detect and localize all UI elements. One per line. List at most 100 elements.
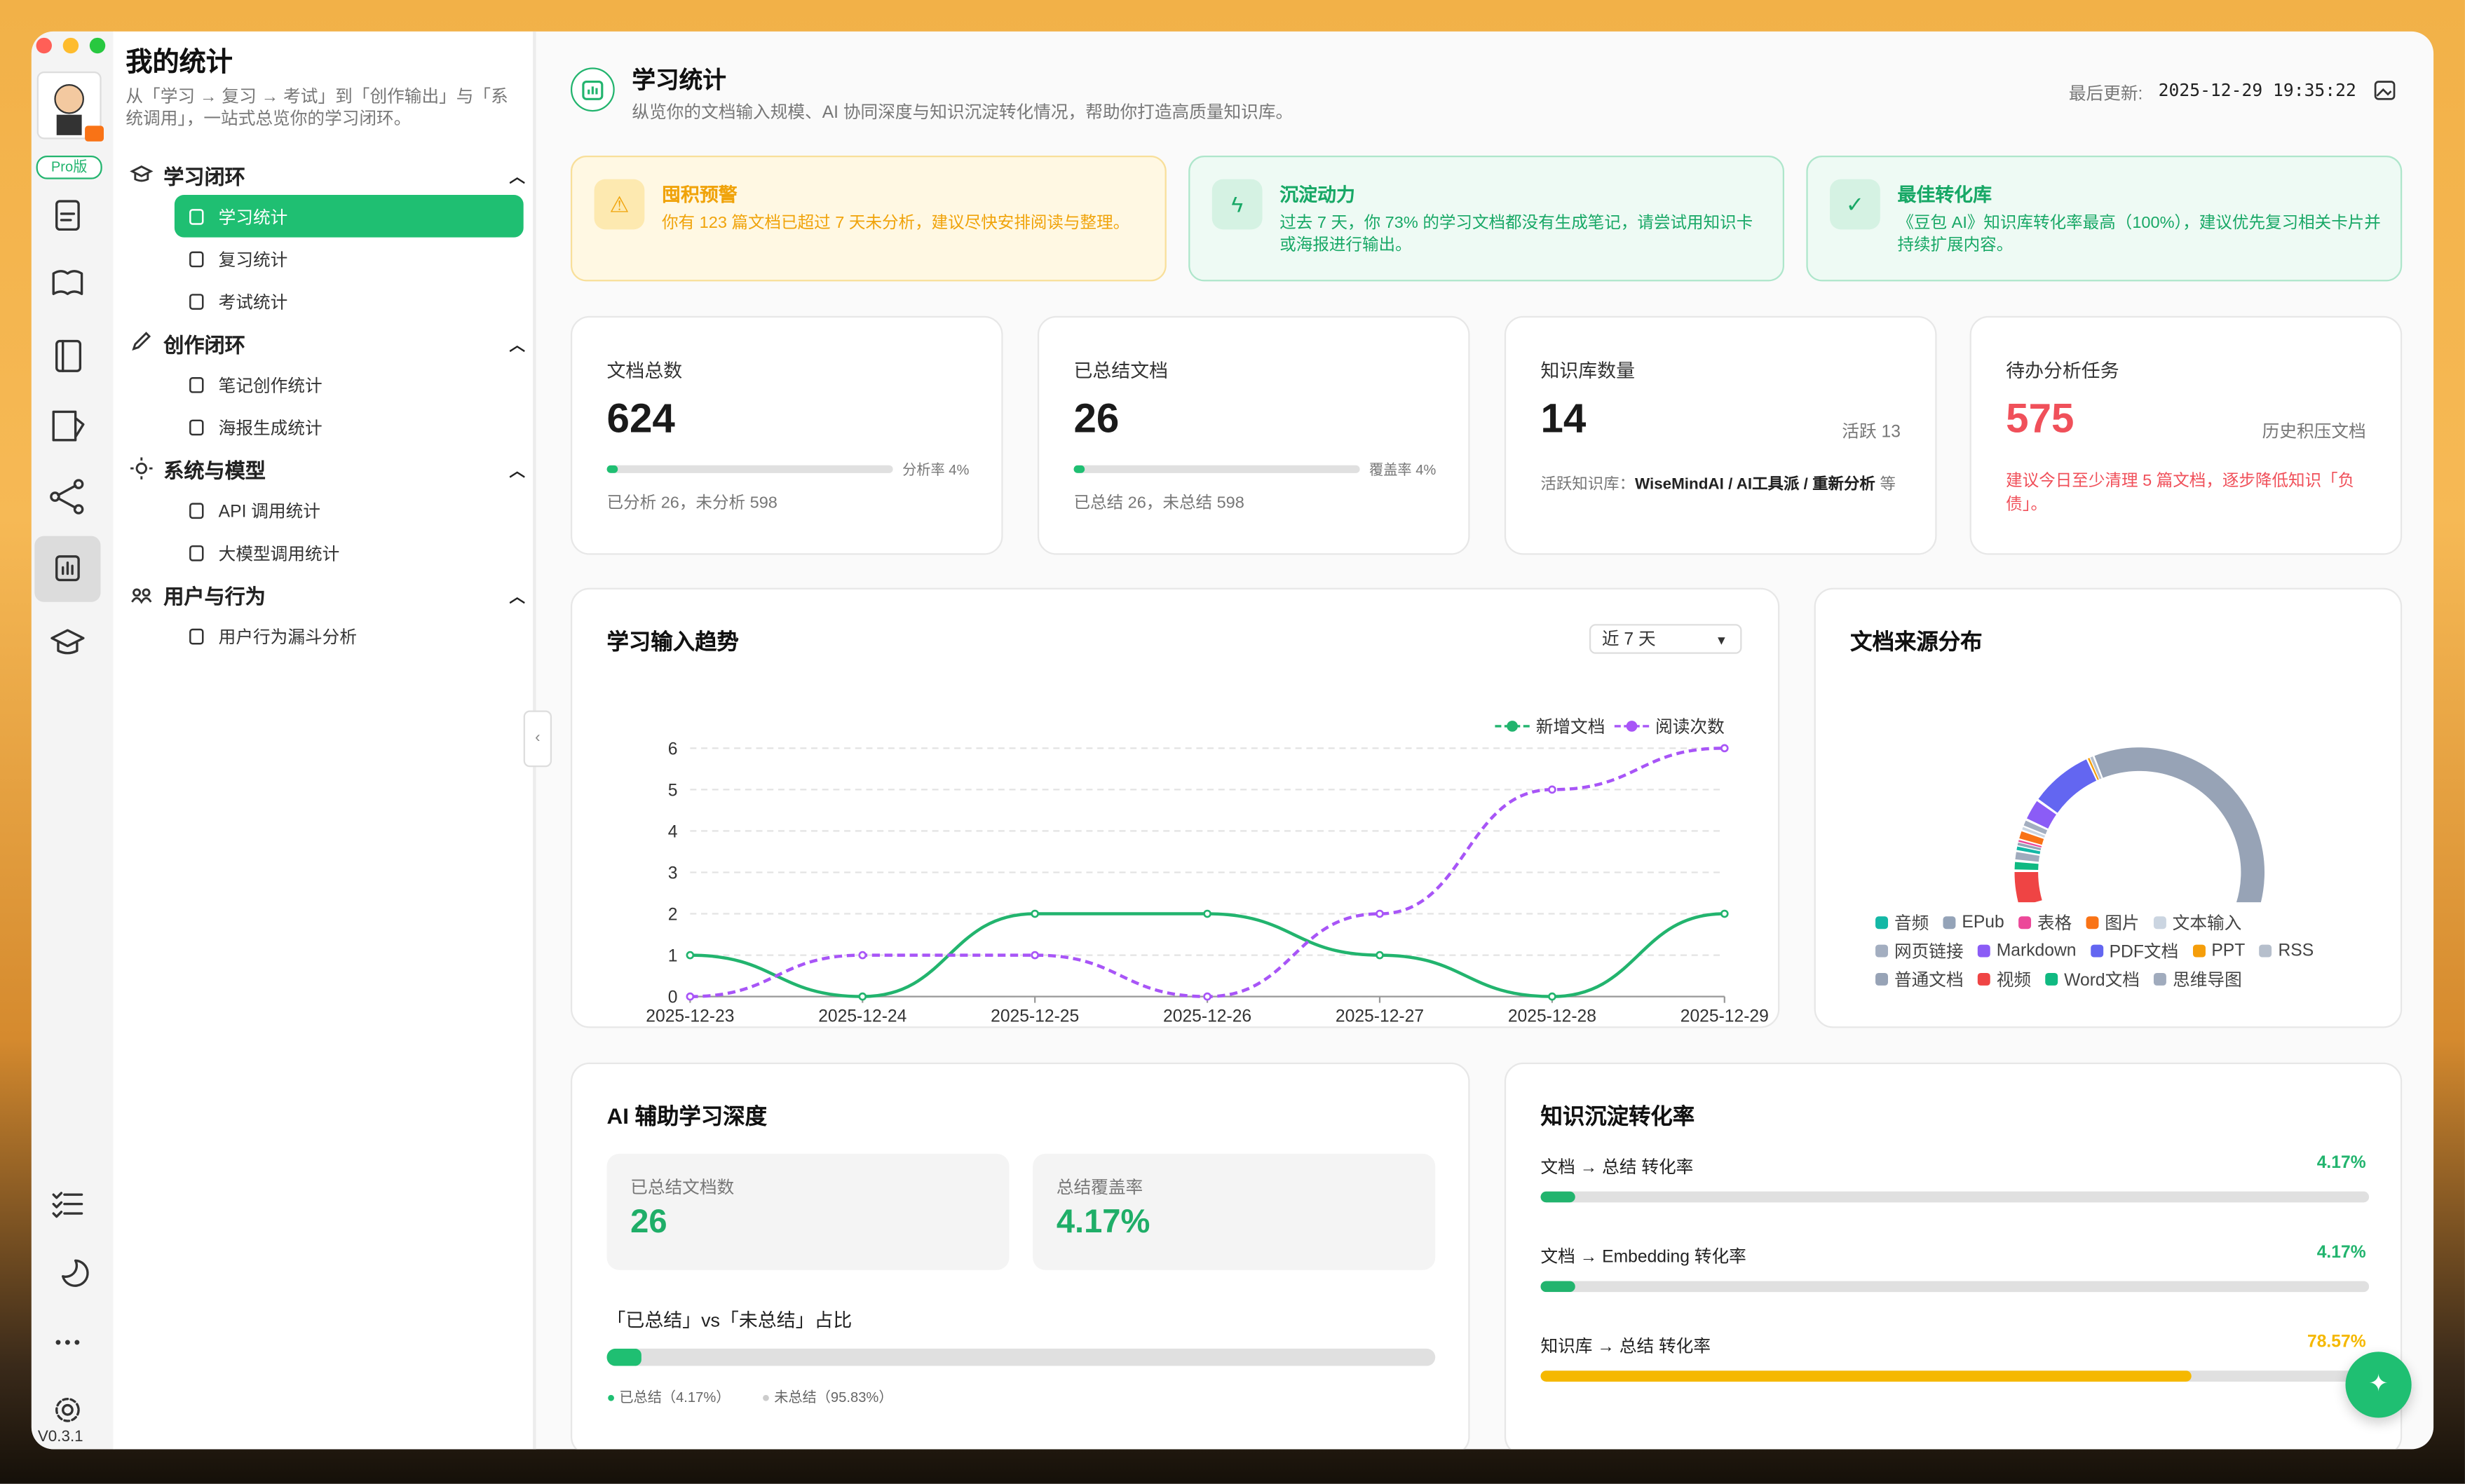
alert-text: 过去 7 天，你 73% 的学习文档都没有生成笔记，请尝试用知识卡或海报进行输出… (1279, 213, 1753, 255)
nav-panel: 我的统计 从「学习 → 复习 → 考试」到「创作输出」与「系统调用」，一站式总览… (113, 31, 536, 1450)
y-tick-label: 4 (668, 822, 678, 841)
x-tick-label: 2025-12-23 (646, 1007, 734, 1026)
ratio-track (606, 1348, 1436, 1366)
metric-label: 总结覆盖率 (1056, 1178, 1143, 1198)
legend-label: Word文档 (2064, 971, 2140, 991)
donut-segment (2027, 801, 2057, 829)
source-card: 文档来源分布 音频 EPub 表格 图片 文本输入 网页链接 Markdown PDF文档 PP… (1814, 587, 2403, 1028)
legend-dot (1507, 721, 1518, 732)
row-fill (1540, 1370, 2192, 1382)
nav-group-header[interactable]: 系统与模型 ︿ (129, 448, 525, 489)
metric-box: 已总结文档数 26 (606, 1153, 1010, 1270)
row-fill (1540, 1191, 1575, 1203)
x-tick-label: 2025-12-28 (1508, 1007, 1596, 1026)
nav-item[interactable]: 考试统计 (175, 280, 524, 322)
row-label: 知识库 → 总结 转化率 (1540, 1337, 1711, 1357)
legend-swatch (1977, 944, 1990, 958)
nav-item[interactable]: 学习统计 (174, 195, 524, 238)
footer-label: 活跃知识库： (1540, 476, 1635, 494)
stat-value: 26 (1073, 394, 1120, 442)
nav-item[interactable]: 复习统计 (175, 238, 524, 280)
legend-swatch (2086, 916, 2099, 930)
nav-groups: 学习闭环 ︿ 学习统计 复习统计 考试统计 创作闭环 ︿ 笔记创作统计 海报生成统计系统与模型 ︿… (129, 154, 525, 658)
nav-item[interactable]: 用户行为漏斗分析 (175, 615, 524, 658)
donut-segment (2014, 862, 2039, 871)
stat-card: 知识库数量 14 活跃 13 活跃知识库：WiseMindAI / AI工具派 / 重… (1504, 315, 1937, 555)
donut-segment (2022, 826, 2046, 838)
legend-item: 音频 (1875, 908, 1929, 937)
range-select[interactable]: 近 7 天 ▼ (1589, 624, 1742, 654)
alert-icon: ϟ (1211, 179, 1263, 230)
page-subtitle: 纵览你的文档输入规模、AI 协同深度与知识沉淀转化情况，帮助你打造高质量知识库。 (632, 103, 1293, 123)
chart-title: 文档来源分布 (1850, 628, 1983, 654)
progress-track (606, 465, 893, 473)
metric-value: 26 (630, 1204, 667, 1241)
card-title: 知识沉淀转化率 (1540, 1103, 1695, 1129)
legend-item: ● 已总结（4.17%） (606, 1389, 731, 1405)
legend: 音频 EPub 表格 图片 文本输入 网页链接 Markdown PDF文档 PPT RSS 普通文… (1875, 908, 2347, 993)
line-chart: 0 1 2 3 4 5 6 2025-12-23 2025-12-24 2025-12-25 202… (646, 717, 1769, 1026)
nav-group-header[interactable]: 创作闭环 ︿ (129, 322, 525, 363)
point (1376, 951, 1384, 960)
legend-item: Word文档 (2045, 965, 2140, 993)
point (1548, 992, 1556, 1001)
nav-item-label: 大模型调用统计 (218, 544, 340, 564)
footer-items: WiseMindAI / AI工具派 / 重新分析 (1634, 476, 1875, 494)
point (858, 992, 867, 1001)
nav-group-header[interactable]: 用户与行为 ︿ (129, 573, 525, 614)
legend-swatch (1943, 916, 1956, 930)
y-tick-label: 0 (668, 988, 678, 1007)
footer-suffix: 等 (1880, 476, 1896, 494)
row-label: 文档 → Embedding 转化率 (1540, 1248, 1746, 1267)
legend-item: EPub (1943, 908, 2004, 937)
collapse-handle[interactable]: ‹ (523, 710, 552, 768)
legend-label: 文本输入 (2172, 915, 2242, 934)
y-tick-label: 5 (668, 781, 678, 800)
legend-label: 视频 (1996, 971, 2032, 991)
row-value: 4.17% (2316, 1243, 2366, 1262)
nav-item[interactable]: 海报生成统计 (175, 406, 524, 449)
x-tick-label: 2025-12-27 (1336, 1007, 1424, 1026)
legend-swatch (1875, 972, 1889, 986)
export-icon[interactable] (2374, 80, 2396, 100)
legend-swatch (1875, 944, 1889, 958)
depth-card: AI 辅助学习深度 已总结文档数 26 总结覆盖率 4.17% 「已总结」vs「… (570, 1062, 1470, 1450)
nav-group-header[interactable]: 学习闭环 ︿ (129, 154, 525, 195)
legend-label: 新增文档 (1536, 717, 1605, 737)
nav-item-label: 用户行为漏斗分析 (218, 627, 358, 647)
legend-item: RSS (2259, 937, 2314, 965)
chevron: ︿ (509, 463, 525, 481)
chevron: ︿ (509, 336, 525, 355)
stat-side: 分析率 4% (902, 462, 970, 478)
row-track (1540, 1281, 2370, 1293)
stat-label: 已总结文档 (1073, 360, 1169, 382)
stat-card: 待办分析任务 575 历史积压文档 建议今日至少清理 5 篇文档，逐步降低知识「负债」… (1969, 315, 2403, 555)
nav-item[interactable]: 笔记创作统计 (175, 363, 524, 406)
conversion-card: 知识沉淀转化率 文档 → 总结 转化率 4.17% 文档 → Embedding 转… (1504, 1062, 2403, 1450)
legend-item: 文本输入 (2153, 908, 2242, 937)
alert-title: 沉淀动力 (1279, 184, 1355, 206)
nav-item[interactable]: API 调用统计 (175, 489, 524, 531)
chevron: ︿ (509, 588, 525, 606)
x-tick-label: 2025-12-24 (818, 1007, 906, 1026)
point (1031, 909, 1040, 918)
y-tick-label: 6 (668, 740, 678, 758)
chart-title: 学习输入趋势 (606, 628, 739, 654)
stat-value: 575 (2006, 394, 2074, 442)
point (686, 951, 695, 960)
legend-swatch (2018, 916, 2031, 930)
donut-segment (2088, 758, 2099, 780)
ratio-legend: ● 已总结（4.17%） ● 未总结（95.83%） (607, 1387, 893, 1407)
donut-segment (2023, 820, 2048, 835)
legend-label: EPub (1962, 913, 2004, 932)
y-tick-label: 2 (668, 905, 678, 924)
nav-group-label: 系统与模型 (163, 458, 266, 482)
point (1376, 909, 1384, 918)
chevron: ︿ (509, 169, 525, 186)
ai-fab[interactable]: ✦ (2345, 1352, 2412, 1418)
legend-label: PPT (2211, 941, 2246, 961)
stat-label: 文档总数 (606, 360, 683, 382)
point (1548, 785, 1556, 794)
nav-item[interactable]: 大模型调用统计 (175, 531, 524, 574)
